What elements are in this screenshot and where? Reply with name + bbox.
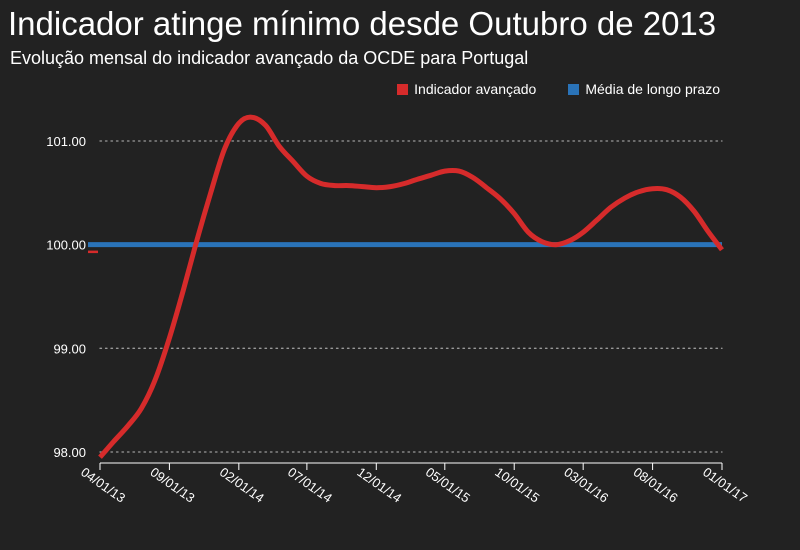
y-tick-label: 98.00	[53, 445, 86, 460]
legend-item-average: Média de longo prazo	[568, 81, 720, 97]
legend-item-indicator: Indicador avançado	[397, 81, 536, 97]
x-tick-label: 07/01/14	[285, 464, 335, 505]
x-tick-label: 09/01/13	[148, 464, 198, 505]
legend-swatch-average	[568, 83, 580, 95]
legend: Indicador avançado Média de longo prazo	[397, 81, 720, 97]
y-tick-label: 100.00	[46, 238, 86, 253]
indicator-line	[98, 114, 725, 459]
x-tick-label: 10/01/15	[492, 464, 542, 505]
x-tick-label: 08/01/16	[631, 464, 681, 505]
x-tick-label: 12/01/14	[354, 464, 404, 505]
x-tick-label: 05/01/15	[423, 464, 473, 505]
chart-subtitle: Evolução mensal do indicador avançado da…	[10, 48, 529, 68]
x-tick-label: 01/01/17	[700, 464, 750, 505]
x-tick-label: 03/01/16	[561, 464, 611, 505]
legend-swatch-indicator	[397, 83, 409, 95]
x-tick-label: 02/01/14	[217, 464, 267, 505]
y-tick-label: 99.00	[53, 341, 86, 356]
x-tick-label: 04/01/13	[78, 464, 128, 505]
legend-label-average: Média de longo prazo	[585, 81, 720, 97]
legend-label-indicator: Indicador avançado	[414, 81, 537, 97]
chart-title: Indicador atinge mínimo desde Outubro de…	[8, 5, 717, 42]
y-tick-label: 101.00	[46, 134, 86, 149]
